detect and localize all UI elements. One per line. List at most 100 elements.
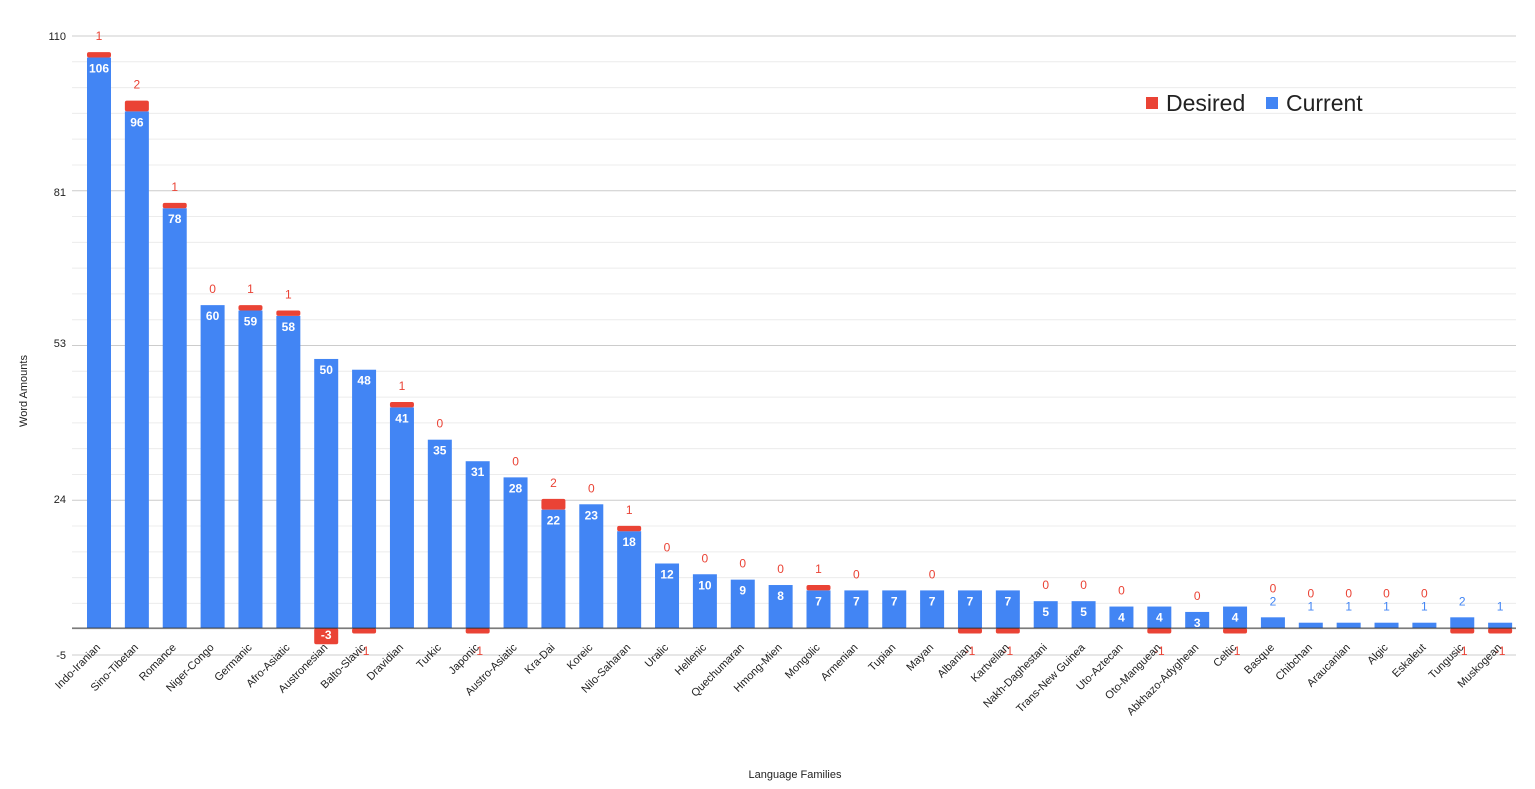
bar-current bbox=[541, 509, 566, 629]
bar-current bbox=[768, 585, 793, 629]
bar-current bbox=[124, 111, 149, 629]
bar-current bbox=[579, 504, 604, 629]
bar-value-label: 35 bbox=[433, 444, 447, 458]
desired-value-label: 2 bbox=[134, 78, 141, 92]
bar-current bbox=[1223, 606, 1248, 629]
current-value-label: 1 bbox=[1497, 600, 1504, 614]
bar-desired bbox=[314, 628, 339, 645]
x-category-label: Kra-Dai bbox=[523, 642, 558, 677]
bar-value-label: 10 bbox=[698, 578, 712, 592]
x-axis-title: Language Families bbox=[749, 769, 842, 781]
legend-desired-label: Desired bbox=[1166, 90, 1245, 116]
x-category-label: Mongolic bbox=[783, 641, 823, 681]
bar-desired bbox=[352, 628, 377, 634]
desired-value-label: 0 bbox=[664, 540, 671, 554]
data-labels-layer: 106196278160059158150-348-141135031-1280… bbox=[89, 29, 1506, 658]
y-tick-label: 53 bbox=[54, 338, 66, 350]
bar-value-label: 7 bbox=[967, 594, 974, 608]
bar-desired bbox=[1147, 628, 1172, 634]
y-axis-ticks: -5 24 53 81 110 bbox=[48, 31, 66, 662]
bar-current bbox=[352, 369, 377, 629]
legend: Desired Current bbox=[1146, 90, 1363, 116]
desired-value-label: 0 bbox=[739, 557, 746, 571]
desired-value-label: 0 bbox=[1307, 587, 1314, 601]
bar-desired bbox=[541, 498, 566, 510]
bars-layer bbox=[87, 52, 1513, 645]
bar-current bbox=[427, 439, 452, 629]
bar-current bbox=[1071, 601, 1096, 629]
x-category-label: Eskaleut bbox=[1390, 642, 1428, 680]
legend-current-swatch bbox=[1266, 97, 1278, 109]
bar-current bbox=[1298, 622, 1323, 629]
bar-desired bbox=[1488, 628, 1513, 634]
bar-value-label: 22 bbox=[547, 514, 561, 528]
bar-current bbox=[844, 590, 869, 629]
x-category-label: Tupian bbox=[866, 642, 898, 674]
desired-value-label: 0 bbox=[853, 567, 860, 581]
current-value-label: 1 bbox=[1345, 600, 1352, 614]
desired-value-label: 1 bbox=[247, 282, 254, 296]
bar-value-label: 48 bbox=[357, 374, 371, 388]
bar-value-label: 7 bbox=[929, 594, 936, 608]
bar-desired bbox=[238, 305, 263, 311]
desired-value-label: 1 bbox=[171, 180, 178, 194]
desired-value-label: 0 bbox=[1345, 587, 1352, 601]
bar-value-label: 7 bbox=[1004, 594, 1011, 608]
x-category-label: Koreic bbox=[565, 641, 596, 672]
desired-value-label: 0 bbox=[1383, 587, 1390, 601]
grid-layer bbox=[72, 35, 1516, 656]
x-category-label: Nakh-Daghestani bbox=[981, 642, 1050, 711]
current-value-label: 1 bbox=[1307, 600, 1314, 614]
desired-value-label: 0 bbox=[588, 481, 595, 495]
bar-current bbox=[1033, 601, 1058, 629]
x-category-label: Trans-New Guinea bbox=[1014, 641, 1088, 715]
bar-current bbox=[465, 461, 490, 629]
bar-value-label: 9 bbox=[739, 584, 746, 598]
x-axis-categories: Indo-IranianSino-TibetanRomanceNiger-Con… bbox=[53, 641, 1504, 718]
desired-value-label: 0 bbox=[1080, 578, 1087, 592]
bar-current bbox=[617, 531, 642, 629]
x-category-label: Armenian bbox=[819, 642, 861, 684]
bar-current bbox=[655, 563, 680, 629]
bar-value-label: 7 bbox=[891, 594, 898, 608]
desired-value-label: -1 bbox=[1154, 644, 1165, 658]
bar-desired bbox=[87, 52, 111, 58]
bar-current bbox=[276, 315, 301, 629]
current-value-label: 1 bbox=[1383, 600, 1390, 614]
bar-desired bbox=[995, 628, 1020, 634]
bar-value-label: 12 bbox=[660, 567, 674, 581]
y-tick-label: -5 bbox=[56, 650, 66, 662]
desired-value-label: 0 bbox=[1194, 589, 1201, 603]
bar-current bbox=[1488, 622, 1513, 629]
bar-current bbox=[200, 305, 225, 629]
desired-value-label: 1 bbox=[815, 562, 822, 576]
bar-current bbox=[238, 310, 263, 629]
desired-value-label: 1 bbox=[399, 379, 406, 393]
current-value-label: 1 bbox=[1421, 600, 1428, 614]
x-category-label: Mayan bbox=[904, 642, 936, 674]
bar-desired bbox=[124, 100, 149, 112]
bar-value-label: 18 bbox=[622, 535, 636, 549]
bar-desired bbox=[957, 628, 982, 634]
bar-value-label: 5 bbox=[1080, 605, 1087, 619]
desired-value-label: 1 bbox=[285, 288, 292, 302]
bar-value-label: 3 bbox=[1194, 616, 1201, 630]
bar-current bbox=[314, 358, 339, 629]
x-category-label: Japonic bbox=[447, 641, 483, 677]
current-value-label: 2 bbox=[1270, 594, 1277, 608]
bar-value-label: 96 bbox=[130, 115, 144, 129]
bar-desired bbox=[617, 525, 642, 532]
desired-value-label: 0 bbox=[209, 282, 216, 296]
bar-current bbox=[1450, 617, 1475, 629]
bar-value-label: 41 bbox=[395, 411, 409, 425]
current-value-label: 2 bbox=[1459, 594, 1466, 608]
x-category-label: Turkic bbox=[415, 641, 445, 671]
bar-value-label: 31 bbox=[471, 465, 485, 479]
desired-value-label: 2 bbox=[550, 476, 557, 490]
bar-value-label: 5 bbox=[1042, 605, 1049, 619]
desired-value-label: -1 bbox=[1003, 644, 1014, 658]
bar-current bbox=[1412, 622, 1437, 629]
bar-value-label: 8 bbox=[777, 589, 784, 603]
bar-current bbox=[692, 574, 717, 629]
